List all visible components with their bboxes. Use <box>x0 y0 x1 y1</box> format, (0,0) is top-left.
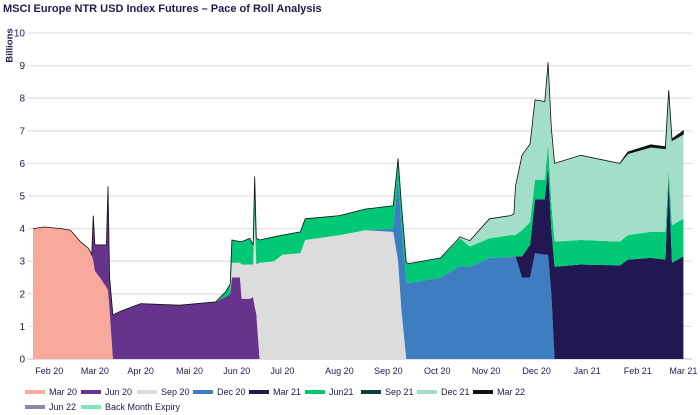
legend-label: Back Month Expiry <box>105 402 181 412</box>
area-mar-21 <box>33 166 684 359</box>
legend-swatch <box>417 390 437 394</box>
legend-item-mar-20[interactable]: Mar 20 <box>25 387 81 397</box>
legend-label: Mar 20 <box>49 387 78 397</box>
legend-item-jun-21[interactable]: Jun21 <box>305 387 361 397</box>
legend-swatch <box>25 405 45 409</box>
y-tick-label: 9 <box>19 61 25 72</box>
legend-swatch <box>305 390 325 394</box>
series-areas <box>32 62 684 359</box>
legend-label: Jun 20 <box>105 387 133 397</box>
legend-swatch <box>81 390 101 394</box>
y-tick-label: 10 <box>14 29 26 40</box>
x-tick-label: Dec 20 <box>522 366 551 376</box>
y-tick-label: 1 <box>19 322 25 333</box>
legend-swatch <box>473 390 493 394</box>
area-dec-21 <box>33 62 684 315</box>
legend-swatch <box>249 390 269 394</box>
legend-label: Mar 21 <box>273 387 302 397</box>
y-tick-label: 4 <box>19 224 25 235</box>
legend-label: Dec 21 <box>441 387 470 397</box>
x-tick-label: Nov 20 <box>472 366 501 376</box>
legend-item-mar-22[interactable]: Mar 22 <box>473 387 529 397</box>
legend-label: Mar 22 <box>497 387 526 397</box>
legend-label: Dec 20 <box>217 387 246 397</box>
x-tick-label: Oct 20 <box>424 366 451 376</box>
chart-title: MSCI Europe NTR USD Index Futures – Pace… <box>3 3 322 15</box>
legend-row-1: Mar 20 Jun 20 Sep 20 Dec 20 Mar 21 Jun21… <box>25 387 529 397</box>
legend-swatch <box>81 405 101 409</box>
area-jun21 <box>33 143 684 315</box>
x-tick-label: Jun 20 <box>223 366 250 376</box>
area-mar-22 <box>32 62 684 316</box>
y-tick-label: 7 <box>19 126 25 137</box>
legend-item-sep-20[interactable]: Sep 20 <box>137 387 193 397</box>
legend-swatch <box>25 390 45 394</box>
legend-item-back-month-expiry[interactable]: Back Month Expiry <box>81 402 221 412</box>
legend-item-mar-21[interactable]: Mar 21 <box>249 387 305 397</box>
y-tick-label: 8 <box>19 94 25 105</box>
x-tick-label: Apr 20 <box>127 366 154 376</box>
axes: 0 1 2 3 4 5 6 7 8 9 10 Feb 20 Mar 20 Apr 20 Mai 20 Jun … <box>14 29 698 377</box>
legend-item-jun-22[interactable]: Jun 22 <box>25 402 81 412</box>
y-tick-label: 0 <box>19 355 25 366</box>
legend-item-jun-20[interactable]: Jun 20 <box>81 387 137 397</box>
legend-label: Sep 21 <box>385 387 414 397</box>
y-tick-label: 5 <box>19 192 25 203</box>
x-tick-label: Jul 20 <box>270 366 294 376</box>
x-tick-label: Aug 20 <box>325 366 354 376</box>
y-tick-label: 3 <box>19 257 25 268</box>
legend-swatch <box>193 390 213 394</box>
x-tick-label: Mar 21 <box>669 366 697 376</box>
legend-label: Sep 20 <box>161 387 190 397</box>
legend-item-dec-21[interactable]: Dec 21 <box>417 387 473 397</box>
legend-swatch <box>361 390 381 394</box>
x-tick-label: Mar 20 <box>81 366 109 376</box>
x-tick-label: Feb 21 <box>624 366 652 376</box>
legend-item-sep-21[interactable]: Sep 21 <box>361 387 417 397</box>
legend-row-2: Jun 22 Back Month Expiry <box>25 402 221 412</box>
y-tick-label: 6 <box>19 159 25 170</box>
x-tick-label: Jan 21 <box>574 366 601 376</box>
area-dec-20 <box>33 179 684 359</box>
legend-label: Jun21 <box>329 387 354 397</box>
x-tick-label: Feb 20 <box>35 366 63 376</box>
x-tick-label: Mai 20 <box>176 366 203 376</box>
legend-swatch <box>137 390 157 394</box>
area-jun-20 <box>33 186 684 359</box>
y-tick-label: 2 <box>19 289 25 300</box>
area-sep-20 <box>33 186 684 359</box>
legend-label: Jun 22 <box>49 402 77 412</box>
area-mar-20 <box>33 227 684 359</box>
legend-item-dec-20[interactable]: Dec 20 <box>193 387 249 397</box>
x-tick-label: Sep 20 <box>374 366 403 376</box>
